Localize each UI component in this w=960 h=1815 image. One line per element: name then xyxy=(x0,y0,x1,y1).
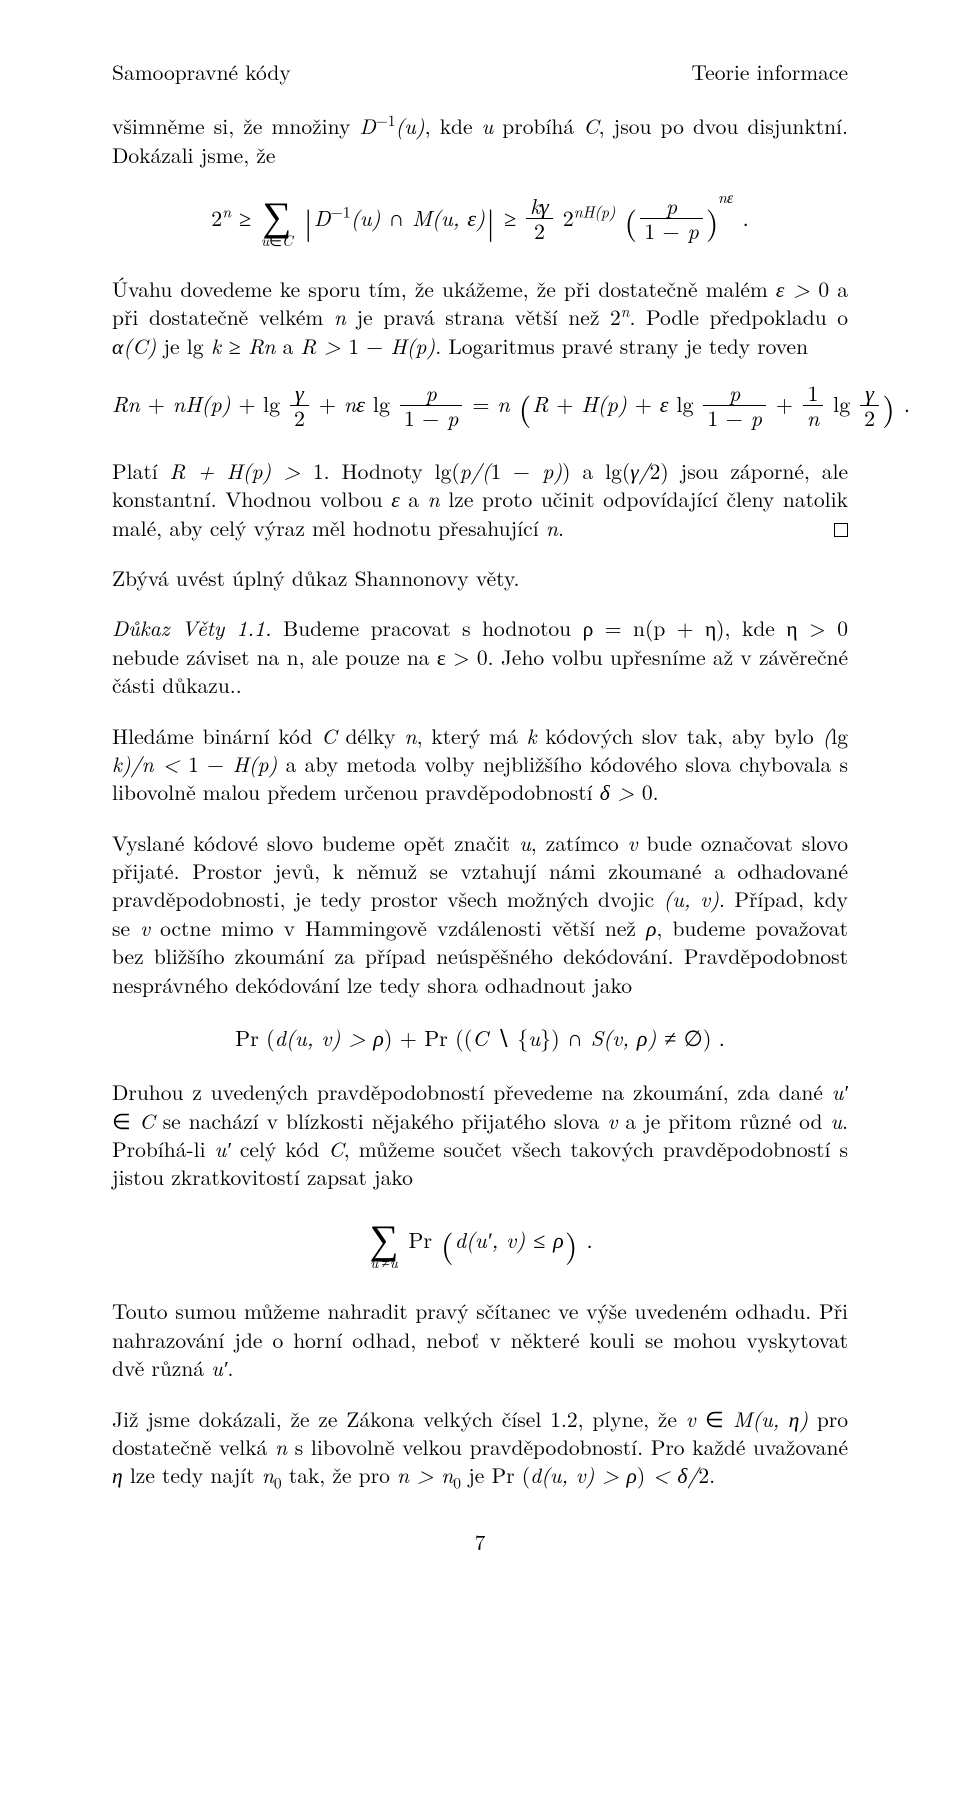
paragraph-7: Vyslané kódové slovo budeme opět značit … xyxy=(112,829,848,999)
paragraph-2: Úvahu dovedeme ke sporu tím, že ukážeme,… xyxy=(112,275,848,360)
page-number: 7 xyxy=(112,1528,848,1556)
paragraph-3: Platí R + H(p) > 1. Hodnoty lg(p/(1 − p)… xyxy=(112,457,848,542)
paragraph-6: Hledáme binární kód C délky n, který má … xyxy=(112,722,848,807)
page: Samoopravné kódy Teorie informace všimně… xyxy=(0,0,960,1815)
header-right: Teorie informace xyxy=(691,58,848,86)
display-eq-1: 2n ≥ ∑u∈C |D−1(u) ∩ M(u, ε)| ≥ kγ2 2nH(p… xyxy=(112,193,848,249)
proof-label: Důkaz Věty 1.1. xyxy=(112,613,272,643)
paragraph-5: Důkaz Věty 1.1. Budeme pracovat s hodnot… xyxy=(112,614,848,699)
paragraph-1: všimněme si, že množiny D−1(u), kde u pr… xyxy=(112,112,848,169)
paragraph-8: Druhou z uvedených pravděpodobností přev… xyxy=(112,1078,848,1192)
paragraph-9: Touto sumou můžeme nahradit pravý sčítan… xyxy=(112,1297,848,1382)
paragraph-4: Zbývá uvést úplný důkaz Shannonovy věty. xyxy=(112,564,848,592)
running-header: Samoopravné kódy Teorie informace xyxy=(112,58,848,86)
display-eq-4: ∑u′≠u Pr (d(u′, v) ≤ ρ) . xyxy=(112,1216,848,1272)
paragraph-10: Již jsme dokázali, že ze Zákona velkých … xyxy=(112,1405,848,1490)
display-eq-2: Rn + nH(p) + lg γ2 + nε lg p1 − p = n (R… xyxy=(112,384,848,431)
header-left: Samoopravné kódy xyxy=(112,58,291,86)
qed-box-icon xyxy=(834,523,848,537)
display-eq-3: Pr (d(u, v) > ρ) + Pr ((C ∖ {u}) ∩ S(v, … xyxy=(112,1023,848,1052)
